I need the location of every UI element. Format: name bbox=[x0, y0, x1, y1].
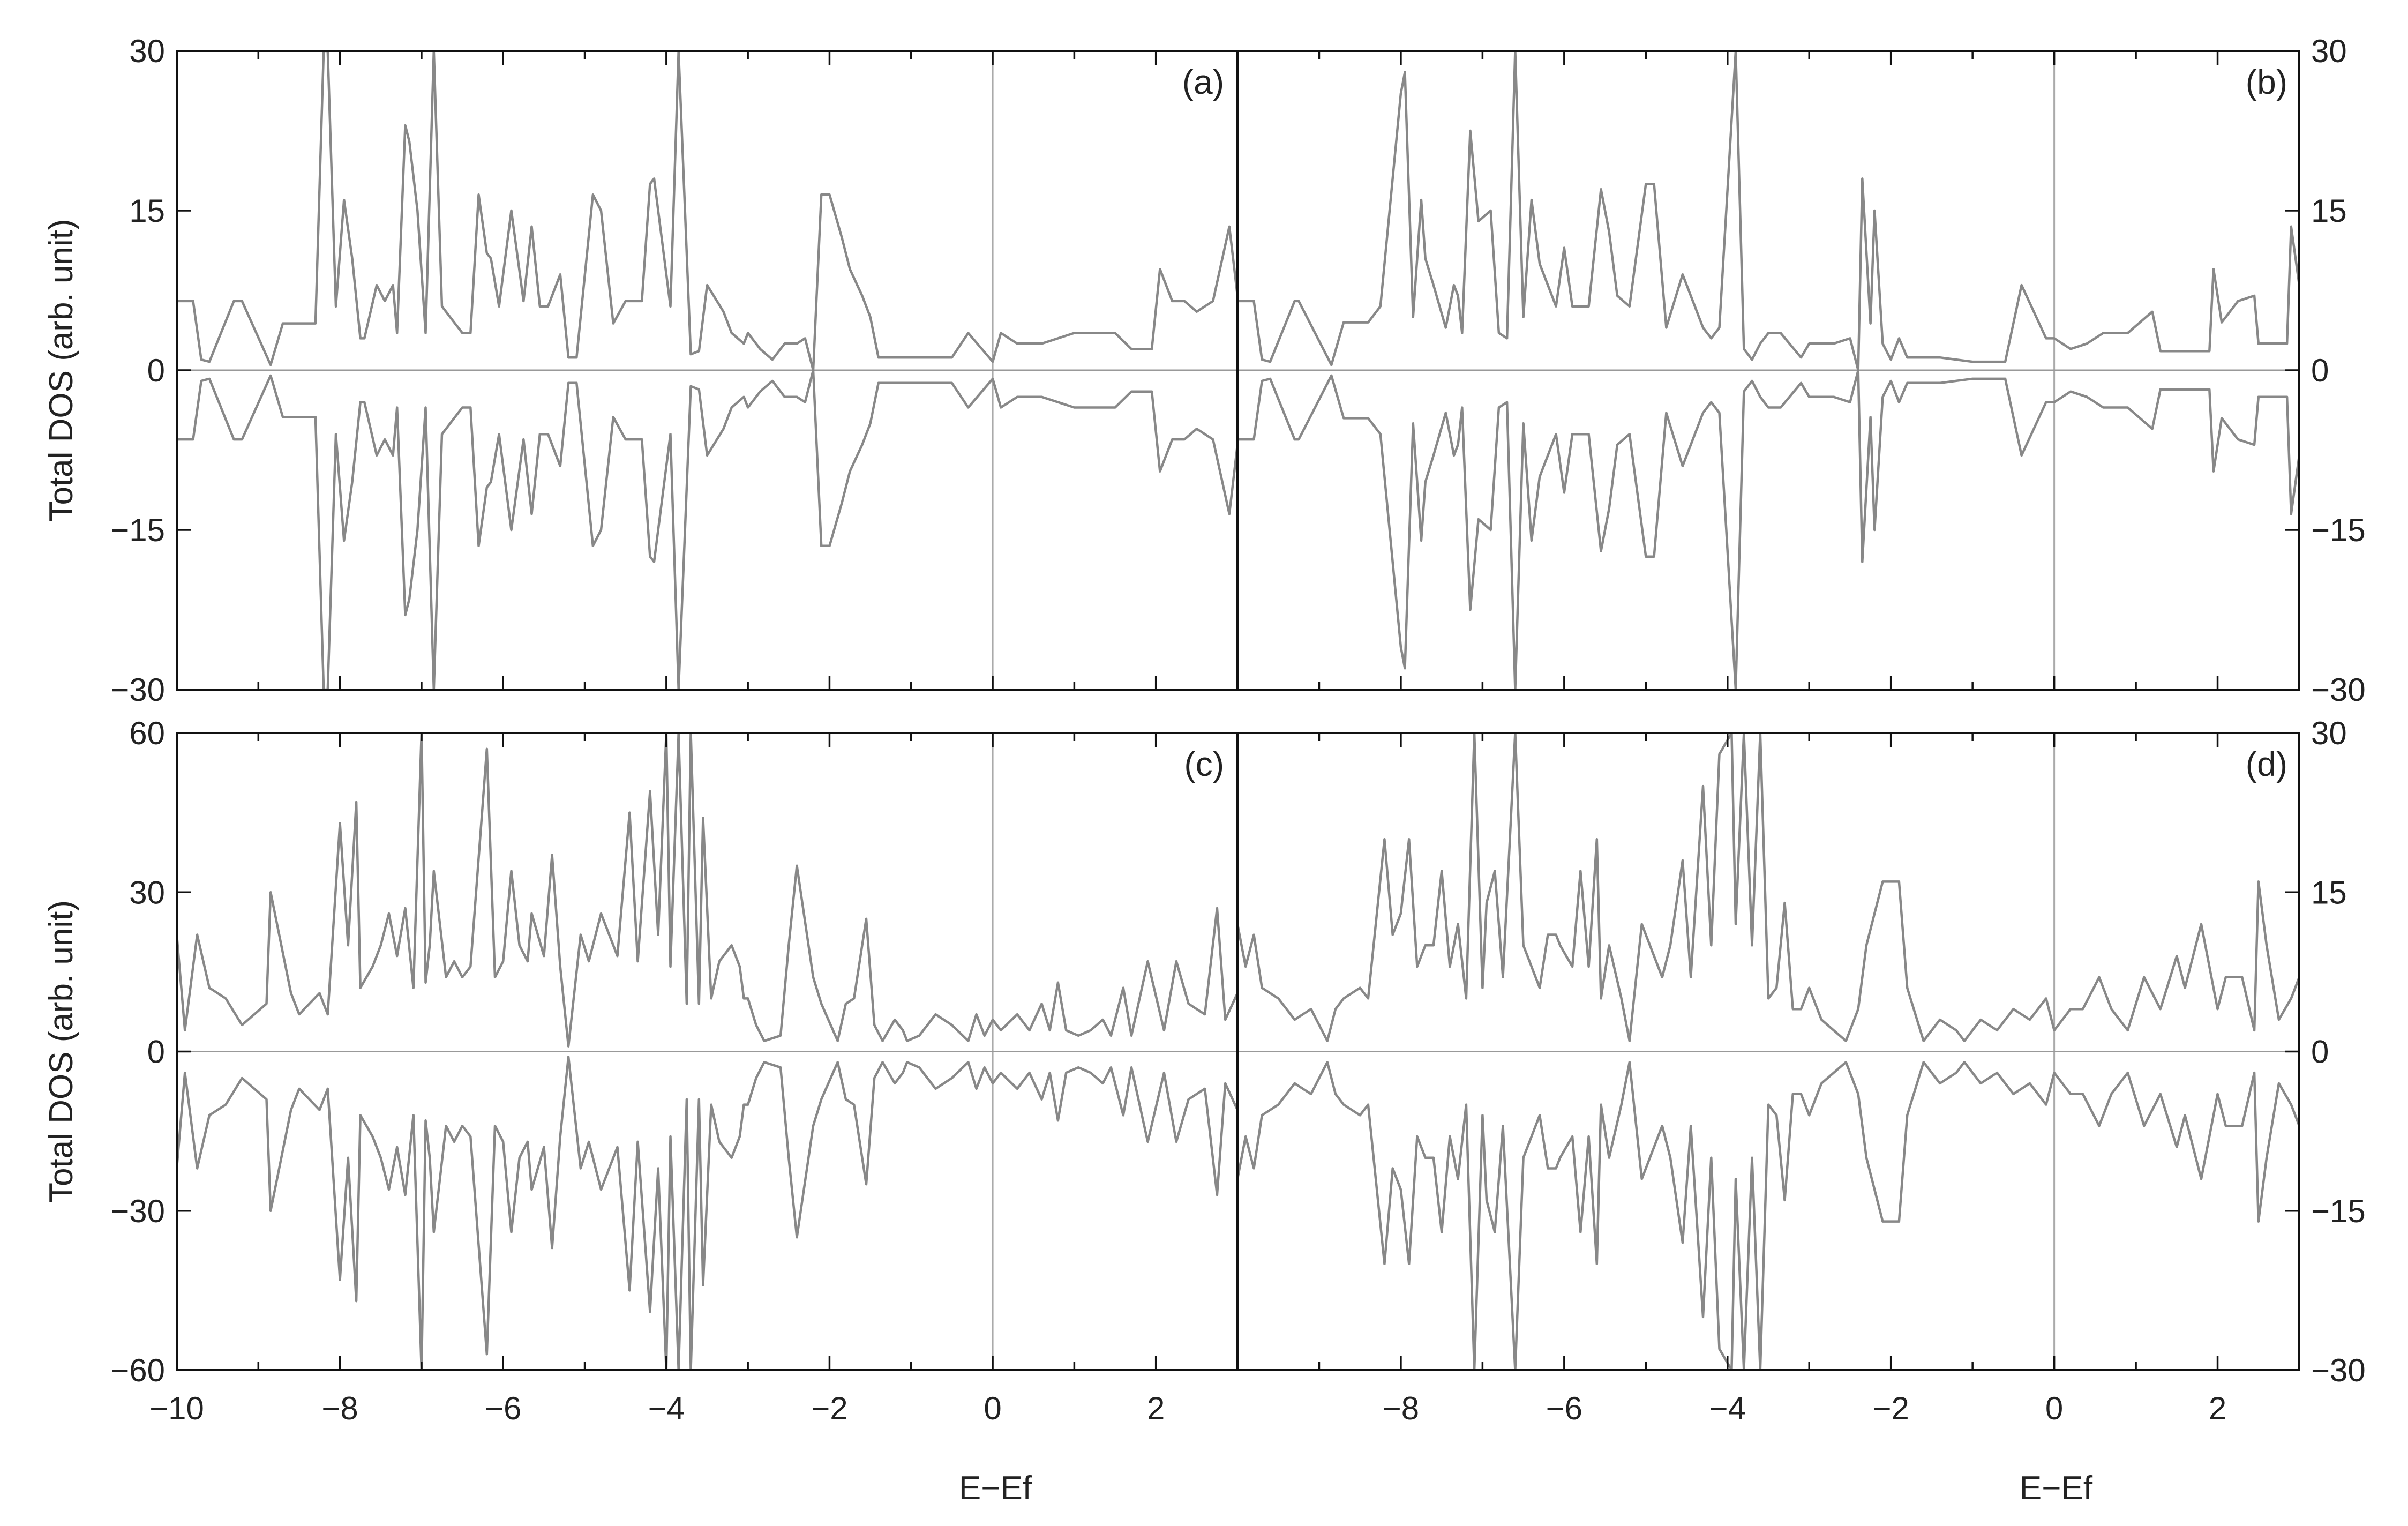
y-axis-title: Total DOS (arb. unit) bbox=[43, 900, 80, 1203]
x-tick-label: 2 bbox=[1147, 1390, 1165, 1426]
x-tick-label: 0 bbox=[984, 1390, 1001, 1426]
y-tick-label: 0 bbox=[147, 353, 165, 388]
panel-c: −10 −8 −6 −4 −2 0 2 60 30 0 −30 −60 (c) Total DOS (ar… bbox=[43, 715, 1239, 1507]
dos-spin-up-line bbox=[177, 51, 1237, 372]
x-tick-label: −10 bbox=[149, 1390, 204, 1426]
panel-b: 30 15 0 −15 −30 (b) bbox=[1236, 33, 2366, 708]
dos-spin-down-line bbox=[177, 369, 1237, 690]
panel-label: (c) bbox=[1184, 745, 1224, 783]
x-tick-label: −6 bbox=[1546, 1390, 1582, 1426]
y-tick-label: −30 bbox=[110, 1193, 165, 1229]
y-tick-label: −30 bbox=[2311, 672, 2366, 708]
y-tick-label: −15 bbox=[2311, 512, 2366, 548]
y-tick-label: 15 bbox=[2311, 193, 2347, 229]
x-tick-label: −2 bbox=[1872, 1390, 1909, 1426]
dos-spin-down-line bbox=[1237, 1061, 2299, 1370]
dos-spin-up-line bbox=[1237, 733, 2299, 1042]
dos-spin-down-line bbox=[177, 1056, 1237, 1370]
dos-spin-down-line bbox=[1237, 369, 2299, 690]
x-tick-label: −8 bbox=[1383, 1390, 1419, 1426]
y-tick-label: −30 bbox=[2311, 1352, 2366, 1388]
panel-label: (a) bbox=[1182, 63, 1224, 101]
y-tick-label: 0 bbox=[2311, 1034, 2329, 1070]
x-tick-label: −6 bbox=[485, 1390, 521, 1426]
y-tick-label: 30 bbox=[2311, 715, 2347, 751]
y-tick-label: −30 bbox=[110, 672, 165, 708]
panel-label: (b) bbox=[2246, 63, 2287, 101]
panel-d: −8 −6 −4 −2 0 2 30 15 0 −15 −30 (d) E−Ef bbox=[1236, 715, 2366, 1507]
y-tick-label: 0 bbox=[147, 1034, 165, 1070]
x-tick-label: −4 bbox=[1709, 1390, 1746, 1426]
y-tick-label: −60 bbox=[110, 1352, 165, 1388]
y-tick-label: 30 bbox=[2311, 33, 2347, 69]
x-tick-label: −2 bbox=[811, 1390, 847, 1426]
panel-a: 30 15 0 −15 −30 (a) Total DOS (arb. unit) bbox=[43, 33, 1239, 708]
x-tick-label: −8 bbox=[321, 1390, 358, 1426]
y-tick-label: 15 bbox=[2311, 874, 2347, 910]
dos-spin-up-line bbox=[177, 733, 1237, 1048]
panel-label: (d) bbox=[2246, 745, 2287, 783]
x-tick-label: 0 bbox=[2045, 1390, 2063, 1426]
y-axis-title: Total DOS (arb. unit) bbox=[43, 219, 80, 521]
dos-spin-up-line bbox=[1237, 51, 2299, 372]
x-tick-label: −4 bbox=[648, 1390, 685, 1426]
y-tick-label: 0 bbox=[2311, 353, 2329, 388]
y-tick-label: 15 bbox=[129, 193, 165, 229]
x-tick-label: 2 bbox=[2209, 1390, 2226, 1426]
y-tick-label: −15 bbox=[110, 512, 165, 548]
x-axis-title: E−Ef bbox=[959, 1470, 1032, 1507]
y-tick-label: −15 bbox=[2311, 1193, 2366, 1229]
x-axis-title: E−Ef bbox=[2020, 1470, 2093, 1507]
y-tick-label: 30 bbox=[129, 33, 165, 69]
y-tick-label: 60 bbox=[129, 715, 165, 751]
panels: 30 15 0 −15 −30 (a) Total DOS (arb. unit) 30 15 0… bbox=[43, 33, 2366, 1507]
y-tick-label: 30 bbox=[129, 874, 165, 910]
